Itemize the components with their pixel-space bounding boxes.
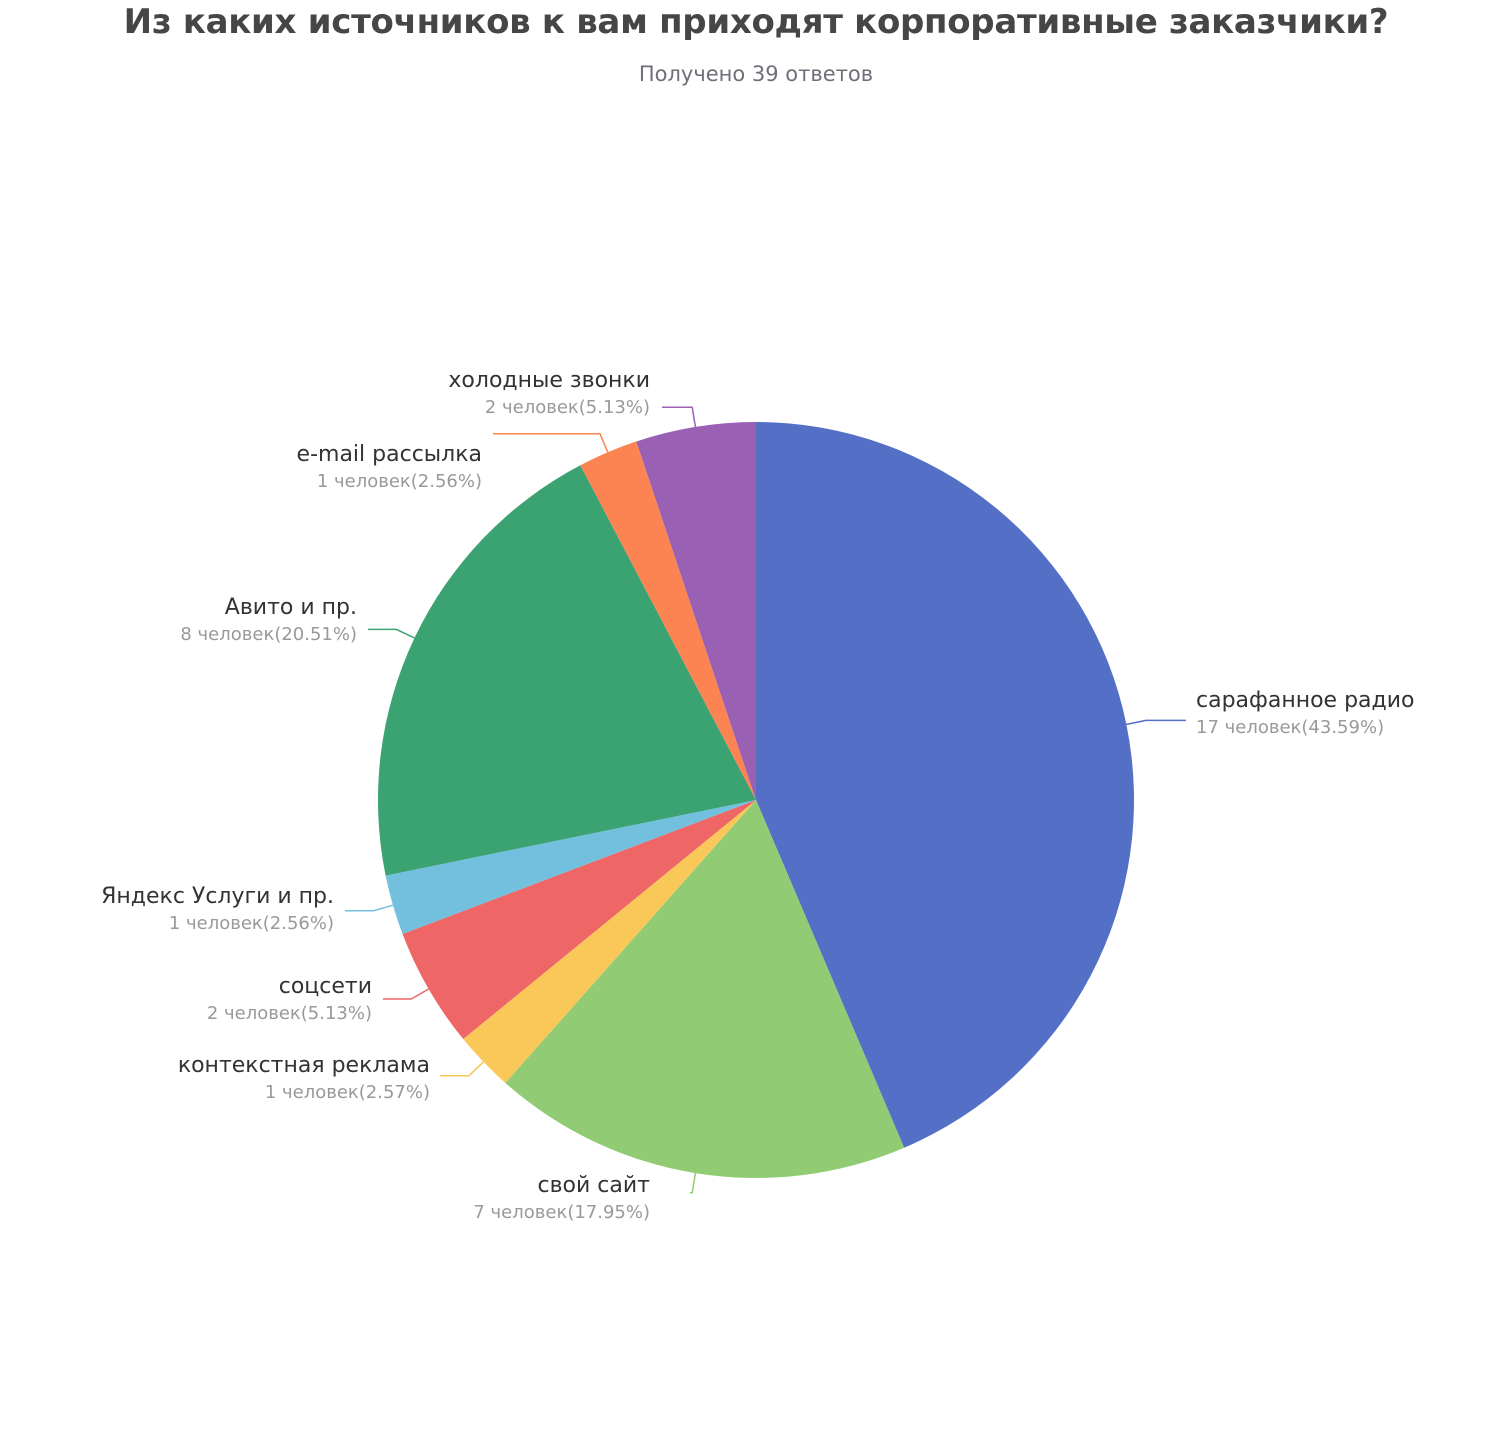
chart-subtitle: Получено 39 ответов [638,62,874,86]
label-value: 1 человек(2.57%) [264,1082,430,1103]
label-name: e-mail рассылка [296,442,482,467]
label-value: 1 человек(2.56%) [316,471,482,492]
label-kontekstnaya-reklama: контекстная реклама 1 человек(2.57%) [178,1052,430,1106]
label-value: 8 человек(20.51%) [180,624,357,645]
label-avito: Авито и пр. 8 человек(20.51%) [180,594,357,648]
pie-slice[interactable] [756,422,1134,1148]
label-sarafannoe-radio: сарафанное радио 17 человек(43.59%) [1196,687,1415,741]
leader-line [662,406,697,428]
label-value: 2 человек(5.13%) [484,397,650,418]
label-name: контекстная реклама [177,1053,430,1078]
label-svoy-sayt: свой сайт 7 человек(17.95%) [473,1172,650,1226]
leader-line [493,433,609,453]
label-name: холодные звонки [448,368,650,393]
leader-line [1126,719,1186,726]
label-value: 7 человек(17.95%) [473,1202,650,1223]
label-value: 2 человек(5.13%) [206,1003,372,1024]
leader-line [383,988,429,1000]
label-value: 17 человек(43.59%) [1196,717,1385,738]
chart-title: Из каких источников к вам приходят корпо… [123,2,1389,42]
pie-slice[interactable] [505,800,905,1178]
pie-slice[interactable] [636,422,756,800]
pie-slice[interactable] [378,465,756,876]
leader-line [440,1061,484,1077]
pie-slice[interactable] [463,800,756,1083]
leader-line [345,904,394,912]
pie-slice[interactable] [385,800,756,935]
label-name: соцсети [278,974,372,999]
leader-line [690,1172,697,1194]
label-name: свой сайт [537,1173,650,1198]
pie-slices [378,422,1134,1178]
pie-slice[interactable] [580,441,756,800]
leader-line [368,628,415,639]
label-yandex-uslugi: Яндекс Услуги и пр. 1 человек(2.56%) [101,883,334,937]
label-name: сарафанное радио [1196,688,1415,713]
label-sotsseti: соцсети 2 человек(5.13%) [207,973,372,1027]
leader-lines [345,406,1186,1194]
label-name: Яндекс Услуги и пр. [101,884,334,909]
label-kholodnye-zvonki: холодные звонки 2 человек(5.13%) [448,367,650,421]
pie-slice[interactable] [402,800,756,1040]
label-email-rassylka: e-mail рассылка 1 человек(2.56%) [297,441,482,495]
label-name: Авито и пр. [224,595,357,620]
label-value: 1 человек(2.56%) [168,913,334,934]
